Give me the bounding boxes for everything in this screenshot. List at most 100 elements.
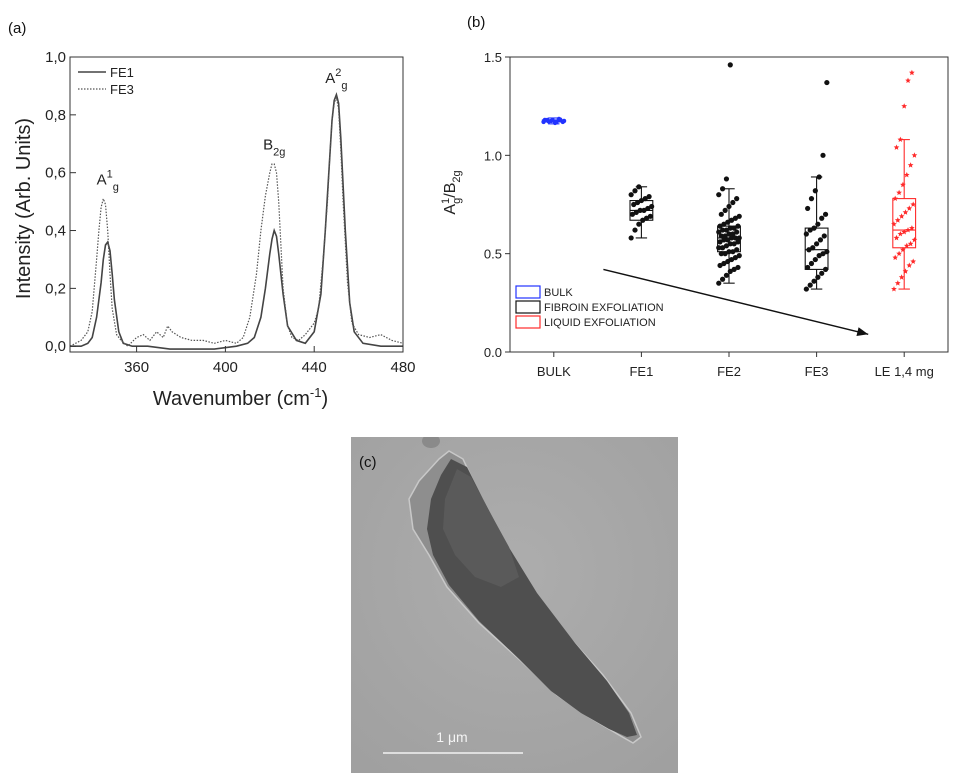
data-point: [726, 249, 732, 255]
data-point: [808, 260, 815, 267]
data-point: [721, 221, 727, 227]
data-point-star: [897, 231, 904, 237]
data-point: [727, 225, 733, 231]
data-point-star: [905, 227, 911, 233]
data-point-star: [911, 236, 918, 243]
box-group-bulk: [541, 116, 567, 126]
data-point: [730, 249, 736, 255]
data-point: [719, 276, 726, 282]
data-point: [734, 196, 740, 202]
peak-annotation-base: A: [325, 70, 335, 87]
x-axis-label-end: ): [321, 388, 328, 410]
data-point-star: [896, 250, 902, 257]
x-tick-label-b: FE3: [805, 364, 829, 379]
data-point: [633, 209, 639, 215]
data-point: [723, 176, 730, 182]
y-tick-label-a: 0,8: [45, 107, 66, 124]
data-point: [628, 235, 634, 241]
data-point: [731, 241, 737, 247]
x-tick-label-b: FE1: [629, 364, 653, 379]
data-point: [542, 117, 548, 123]
x-tick-label-a: 400: [213, 359, 238, 376]
data-point: [632, 188, 638, 194]
data-point: [815, 274, 821, 280]
data-point: [816, 253, 822, 259]
data-point: [812, 188, 818, 194]
data-point-star: [903, 172, 910, 178]
data-point: [731, 266, 737, 272]
data-point: [736, 213, 742, 219]
data-point: [716, 229, 722, 235]
data-point: [805, 205, 811, 212]
trend-arrow-head: [856, 327, 869, 337]
y-axis-label-base: A: [442, 204, 459, 215]
data-point: [637, 207, 643, 213]
y-tick-label-b: 0.0: [484, 345, 502, 360]
data-point-star: [891, 286, 897, 292]
data-point: [727, 62, 733, 68]
data-point: [646, 194, 652, 200]
raman-spectrum-chart: (a) 0,0 0,2 0,4 0,6 0,8 1,0 360 400 440 480 Wavenum…: [8, 20, 416, 410]
data-point: [629, 211, 636, 217]
data-point: [822, 266, 829, 272]
data-point: [820, 152, 826, 158]
data-point-star: [903, 242, 910, 249]
data-point-star: [902, 209, 909, 215]
data-point: [717, 223, 723, 229]
data-point-star: [898, 213, 905, 219]
data-point: [558, 117, 563, 122]
data-point-star: [901, 103, 908, 109]
data-point: [807, 282, 813, 288]
ratio-boxplot-chart: (b) 0.0 0.5 1.0 1.5 BULK FE1 FE2 FE3 LE 1,4 mg A1g…: [440, 14, 949, 379]
data-point-star: [893, 234, 900, 241]
data-point: [732, 235, 739, 241]
data-point: [636, 221, 642, 227]
y-axis-label-b: A1g/B2g: [440, 170, 463, 214]
data-point-star: [909, 225, 915, 231]
data-point: [812, 256, 818, 263]
data-point: [717, 262, 723, 269]
data-point: [649, 203, 655, 210]
data-point: [728, 217, 735, 223]
data-point: [723, 272, 730, 278]
data-point: [732, 255, 739, 261]
peak-annotation-sup: 2: [335, 67, 341, 79]
data-point: [734, 229, 740, 235]
series-line-fe3: [69, 95, 404, 348]
data-point: [642, 196, 648, 202]
data-point: [721, 260, 727, 267]
data-point: [819, 270, 825, 276]
x-tick-label-b: LE 1,4 mg: [875, 364, 934, 379]
data-point: [734, 247, 740, 253]
peak-annotation-sup: 1: [107, 168, 113, 180]
data-point: [735, 264, 741, 271]
y-axis-label-sub2: 2g: [451, 170, 463, 182]
data-point: [647, 213, 653, 219]
legend-label-fe1: FE1: [110, 65, 134, 80]
plot-frame-a: [69, 56, 404, 353]
data-point: [638, 197, 644, 204]
data-point: [736, 253, 742, 259]
data-point-star: [906, 205, 913, 211]
x-tick-label-b: FE2: [717, 364, 741, 379]
data-point: [731, 225, 737, 231]
peak-annotation: B2g: [263, 137, 285, 159]
y-tick-label-a: 1,0: [45, 49, 66, 66]
data-point: [730, 199, 736, 206]
data-point: [810, 245, 816, 251]
data-point-star: [896, 189, 902, 196]
peak-annotation-sub: g: [113, 181, 119, 193]
data-point: [719, 245, 726, 251]
data-point-star: [911, 152, 918, 158]
data-point-star: [910, 201, 916, 207]
data-point: [805, 264, 811, 271]
data-point-star: [901, 229, 908, 235]
data-point: [820, 251, 826, 257]
data-point: [631, 201, 637, 208]
y-axis-label-base2: /B: [442, 183, 459, 198]
x-axis-label-sup: -1: [310, 385, 322, 400]
legend-label-b: FIBROIN EXFOLIATION: [544, 302, 664, 314]
data-point: [811, 225, 817, 231]
data-point: [634, 199, 641, 206]
y-axis-label-a: Intensity (Arb. Units): [13, 118, 35, 299]
